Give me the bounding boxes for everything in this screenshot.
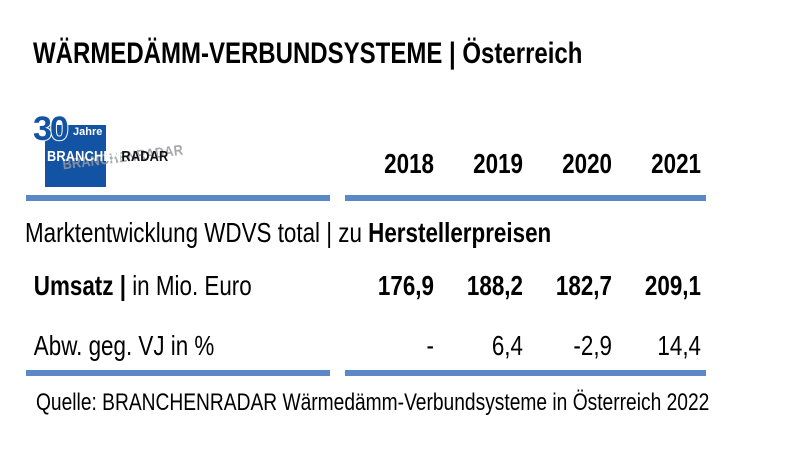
umsatz-value-2019: 188,2 [466, 270, 523, 301]
year-column-2019: 2019 [473, 148, 523, 179]
header-divider-right [345, 195, 706, 201]
table-header-row: 2018 2019 2020 2021 [25, 150, 701, 178]
section-title-bold: Herstellerpreisen [368, 217, 552, 248]
umsatz-value-2021: 209,1 [644, 270, 701, 301]
row-label-umsatz-regular: in Mio. Euro [132, 270, 252, 301]
table-row-abweichung: Abw. geg. VJ in % - 6,4 -2,9 14,4 [25, 332, 701, 360]
page-title: WÄRMEDÄMM-VERBUNDSYSTEME | Österreich [33, 37, 583, 70]
logo-brand-text: BRANCHENRADAR [47, 149, 169, 166]
logo-brand-radar: RADAR [121, 149, 169, 165]
logo-jahre-label: Jahre [73, 126, 103, 138]
abweichung-value-2018: - [426, 330, 434, 361]
year-column-2021: 2021 [651, 148, 701, 179]
abweichung-value-2019: 6,4 [491, 330, 523, 361]
umsatz-value-2018: 176,9 [377, 270, 434, 301]
abweichung-value-2021: 14,4 [657, 330, 701, 361]
logo-square [45, 125, 106, 187]
footer-divider-left [26, 370, 330, 376]
row-label-abweichung: Abw. geg. VJ in % [25, 332, 281, 360]
section-title: Marktentwicklung WDVS total | zu Herstel… [25, 219, 551, 247]
row-label-abweichung-regular: Abw. geg. VJ in % [33, 330, 215, 361]
year-column-2020: 2020 [562, 148, 612, 179]
footer-divider-right [345, 370, 706, 376]
source-note: Quelle: BRANCHENRADAR Wärmedämm-Verbunds… [36, 389, 710, 416]
table-row-umsatz: Umsatz | in Mio. Euro 176,9 188,2 182,7 … [25, 272, 701, 300]
header-divider-left [26, 195, 330, 201]
logo-brand-branchen: BRANCHEN [47, 149, 122, 165]
table-section-row: Marktentwicklung WDVS total | zu Herstel… [25, 219, 701, 247]
year-column-2018: 2018 [384, 148, 434, 179]
logo-30-number: 30 [32, 110, 70, 148]
row-label-umsatz: Umsatz | in Mio. Euro [25, 272, 281, 300]
section-title-regular: Marktentwicklung WDVS total | zu [25, 217, 369, 248]
umsatz-value-2020: 182,7 [555, 270, 612, 301]
row-label-umsatz-bold: Umsatz | [33, 270, 133, 301]
abweichung-value-2020: -2,9 [573, 330, 612, 361]
